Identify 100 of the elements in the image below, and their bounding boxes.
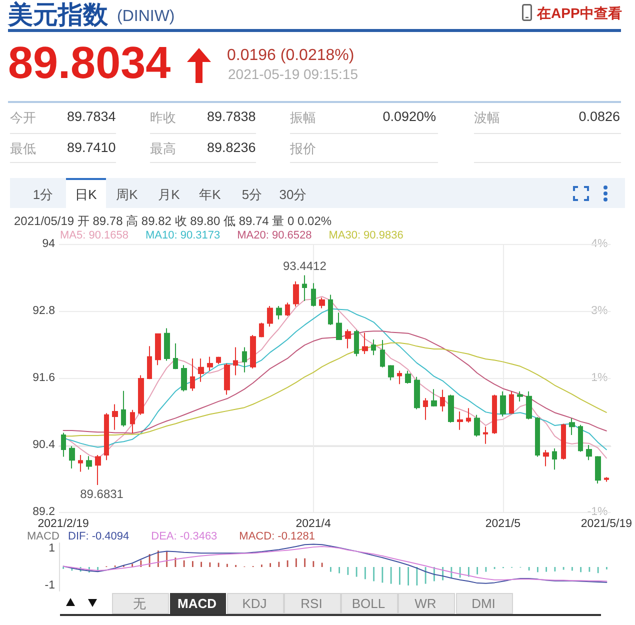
candlestick xyxy=(423,398,428,420)
text: 年K xyxy=(199,186,221,202)
candlestick xyxy=(259,322,264,338)
text: BOLL xyxy=(352,596,386,610)
text: KDJ xyxy=(242,596,267,610)
text: RSI xyxy=(300,596,322,610)
text: 2021/05/19 开 89.78 高 89.82 收 89.80 低 89.74 量 0 0.02% xyxy=(14,214,332,228)
candlestick xyxy=(207,356,213,372)
text: MA30: 90.9836 xyxy=(328,230,404,242)
candlestick xyxy=(216,356,221,365)
candlestick xyxy=(345,328,351,349)
candlestick xyxy=(112,404,118,430)
candlestick xyxy=(104,412,109,461)
candlestick xyxy=(95,454,101,486)
candlestick xyxy=(267,305,273,328)
candlestick xyxy=(362,332,368,354)
text: 昨收 xyxy=(150,110,176,124)
candlestick xyxy=(371,338,376,356)
x-tick-label: 2021/4 xyxy=(296,518,332,530)
candlestick xyxy=(69,446,75,469)
candlestick xyxy=(242,346,247,373)
candlestick xyxy=(457,411,463,430)
candlestick xyxy=(578,424,583,452)
candlestick xyxy=(293,280,299,308)
candlestick xyxy=(543,450,549,467)
text: 周K xyxy=(116,186,138,202)
y-tick-label: 89.2 xyxy=(32,506,55,518)
candlestick xyxy=(604,476,609,482)
y-tick-label: 90.4 xyxy=(32,439,56,451)
candlestick xyxy=(492,394,497,434)
text: 在APP中查看 xyxy=(537,5,622,21)
y-tick-label: 94 xyxy=(42,238,56,250)
candlestick xyxy=(500,390,506,418)
candlestick xyxy=(181,364,187,392)
text: MA10: 90.3173 xyxy=(145,230,220,242)
candlestick xyxy=(569,418,575,436)
text: 89.7834 xyxy=(67,109,116,125)
text: 月K xyxy=(158,186,180,202)
text: 2021-05-19 09:15:15 xyxy=(228,66,358,82)
series-label: DEA: -0.3463 xyxy=(151,530,218,542)
text: 89.7838 xyxy=(207,109,256,125)
text: 日K xyxy=(75,186,97,202)
text: 今开 xyxy=(10,110,36,124)
text: WR xyxy=(414,596,436,610)
chart-title: MACD xyxy=(27,530,60,542)
candlestick xyxy=(328,294,333,326)
candlestick xyxy=(311,282,316,308)
candlestick xyxy=(388,364,394,381)
text: MA20: 90.6528 xyxy=(237,230,312,242)
text: 最低 xyxy=(10,140,36,156)
text: MA5: 90.1658 xyxy=(60,230,128,242)
text: 89.7410 xyxy=(67,140,116,156)
text: 波幅 xyxy=(474,110,500,124)
text: (DINIW) xyxy=(117,8,175,26)
text: 1分 xyxy=(32,186,54,202)
candlestick xyxy=(561,423,566,460)
y-tick-label: 91.6 xyxy=(32,372,55,384)
candlestick xyxy=(164,328,170,362)
text: MACD xyxy=(178,596,216,610)
series-label: MACD: -0.1281 xyxy=(239,530,315,542)
candlestick xyxy=(130,409,135,434)
x-tick-label: 2021/5/19 xyxy=(580,518,632,530)
candlestick xyxy=(86,456,92,470)
candlestick xyxy=(233,346,238,376)
annotation: 89.6831 xyxy=(80,487,124,502)
candlestick xyxy=(198,358,204,382)
candlestick xyxy=(336,312,342,341)
candlestick xyxy=(535,416,540,458)
text: 无 xyxy=(133,596,146,610)
text: 30分 xyxy=(279,186,307,202)
text: 5分 xyxy=(242,186,262,202)
y-tick-label: -1 xyxy=(44,579,55,592)
text: DMI xyxy=(472,596,496,610)
candlestick xyxy=(517,390,523,402)
candlestick xyxy=(276,305,282,320)
x-tick-label: 2021/2/19 xyxy=(38,518,89,530)
candlestick xyxy=(448,394,454,424)
text: 振幅 xyxy=(290,110,316,124)
x-tick-label: 2021/5 xyxy=(485,518,521,530)
candlestick xyxy=(78,454,83,472)
candlestick xyxy=(466,408,471,424)
series-label: DIF: -0.4094 xyxy=(68,530,130,542)
candlestick xyxy=(397,370,402,385)
candlestick xyxy=(190,358,195,392)
candlestick xyxy=(354,329,359,357)
text: 0.0826 xyxy=(578,109,620,125)
y-tick-label: 1 xyxy=(48,542,55,555)
candlestick xyxy=(509,390,514,414)
candlestick xyxy=(138,374,144,416)
text: 89.8034 xyxy=(8,37,171,89)
text: 最高 xyxy=(150,140,176,156)
candlestick xyxy=(586,444,592,461)
candlestick xyxy=(61,432,66,458)
candlestick xyxy=(483,426,488,444)
text: 89.8236 xyxy=(207,140,256,156)
candlestick xyxy=(173,342,178,370)
candlestick xyxy=(121,390,126,428)
candlestick xyxy=(526,390,532,420)
text: 美元指数 xyxy=(8,0,108,30)
candlestick xyxy=(552,448,557,470)
